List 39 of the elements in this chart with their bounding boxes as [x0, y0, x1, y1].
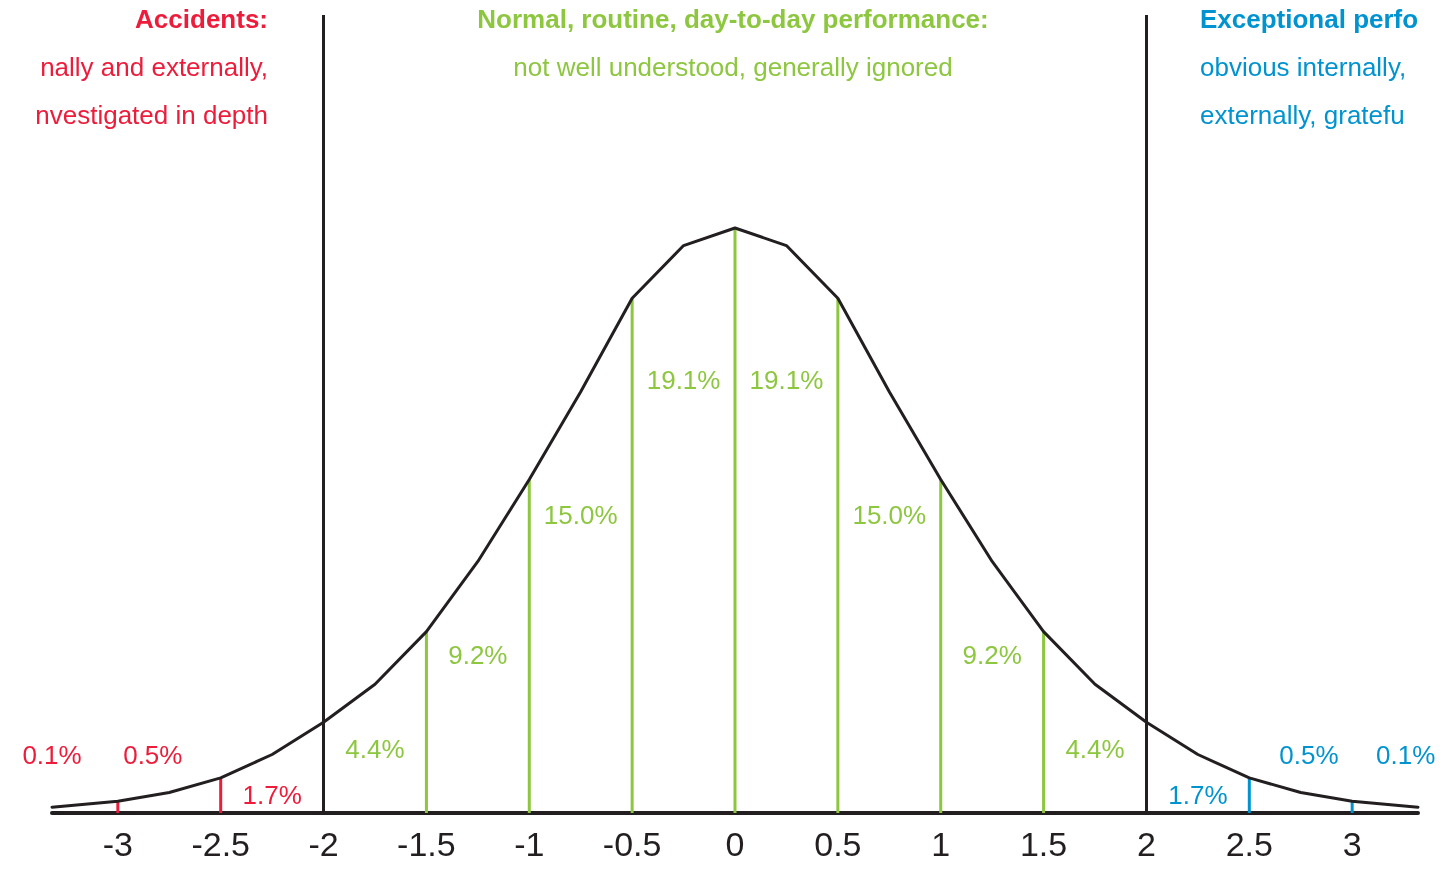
x-tick-label: 1.5 — [1019, 825, 1068, 863]
annotation: 15.0% — [543, 499, 618, 530]
x-tick-label: 2.5 — [1225, 825, 1273, 863]
x-tick-label: -1 — [514, 825, 545, 863]
x-tick-label: -3 — [102, 825, 133, 863]
bar — [939, 479, 943, 813]
text: Exceptional perfo obvious internally, externally, gratefu — [1200, 4, 1419, 130]
x-tick-label: 3 — [1342, 825, 1362, 863]
bar — [1042, 631, 1046, 813]
bar — [1247, 777, 1251, 813]
bar — [630, 298, 634, 813]
annotation: 0.5% — [1279, 739, 1339, 770]
annotation: 4.4% — [345, 733, 405, 764]
annotation: 0.1% — [22, 739, 82, 770]
bar — [527, 479, 531, 813]
annotation: 19.1% — [749, 365, 824, 396]
x-tick-label: -2 — [308, 825, 339, 863]
x-tick-label: 2 — [1136, 825, 1156, 863]
annotation: 0.5% — [123, 739, 183, 770]
text: Normal, routine, day-to-day performance: not well understood, generally ignored — [477, 4, 989, 82]
bar — [424, 631, 428, 813]
x-tick-label: 1 — [931, 825, 951, 863]
annotation: 0.1% — [1376, 739, 1436, 770]
bar — [219, 777, 223, 813]
x-tick-label: -1.5 — [397, 825, 456, 863]
bar — [733, 228, 737, 813]
annotation: 9.2% — [962, 640, 1022, 671]
annotation: 19.1% — [646, 365, 721, 396]
x-tick-label: 0.5 — [814, 825, 862, 863]
x-tick-label: -2.5 — [191, 825, 250, 863]
x-tick-label: 0 — [725, 825, 745, 863]
annotation: 4.4% — [1065, 733, 1125, 764]
text: Accidents: nally and externally, nvestigated in depth — [35, 4, 268, 130]
bar — [836, 298, 840, 813]
x-tick-label: -0.5 — [602, 825, 662, 863]
annotation: 15.0% — [852, 499, 927, 530]
annotation: 1.7% — [1168, 780, 1228, 811]
annotation: 9.2% — [448, 640, 508, 671]
annotation: 1.7% — [242, 780, 302, 811]
